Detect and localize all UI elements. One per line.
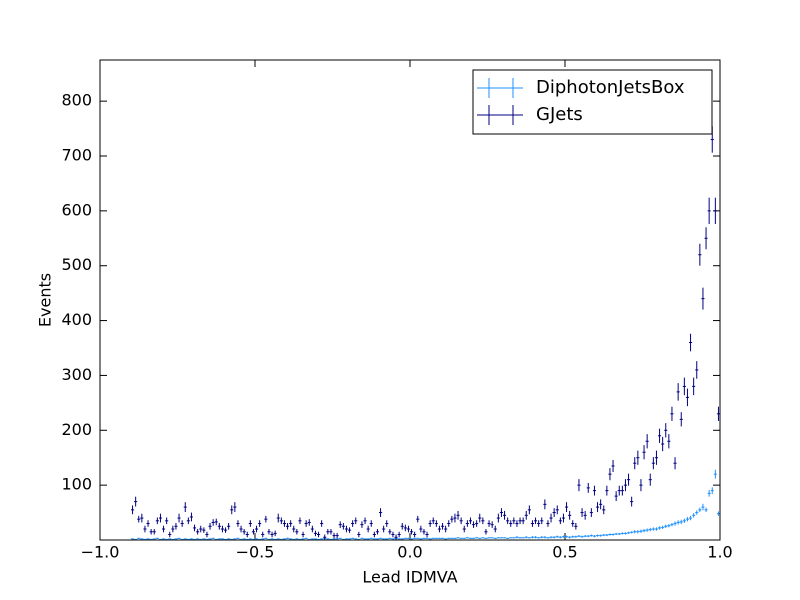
y-tick-label: 300 [61, 365, 92, 384]
y-tick-label: 100 [61, 475, 92, 494]
x-tick-label: 0.0 [397, 543, 422, 562]
y-tick-label: 500 [61, 255, 92, 274]
y-tick-label: 400 [61, 310, 92, 329]
legend-label: GJets [536, 104, 583, 125]
y-tick-label: 600 [61, 200, 92, 219]
y-axis-label: Events [36, 273, 55, 327]
plot-frame [99, 59, 721, 541]
y-tick-label: 800 [61, 91, 92, 110]
x-tick-label: 0.5 [552, 543, 577, 562]
series [100, 126, 720, 541]
x-tick-label: −0.5 [236, 543, 275, 562]
x-tick-label: −1.0 [81, 543, 120, 562]
y-tick-label: 200 [61, 420, 92, 439]
x-tick-label: 1.0 [707, 543, 732, 562]
series [100, 469, 720, 541]
x-axis-label: Lead IDMVA [362, 568, 457, 587]
legend-label: DiphotonJetsBox [536, 77, 685, 98]
y-tick-label: 700 [61, 146, 92, 165]
